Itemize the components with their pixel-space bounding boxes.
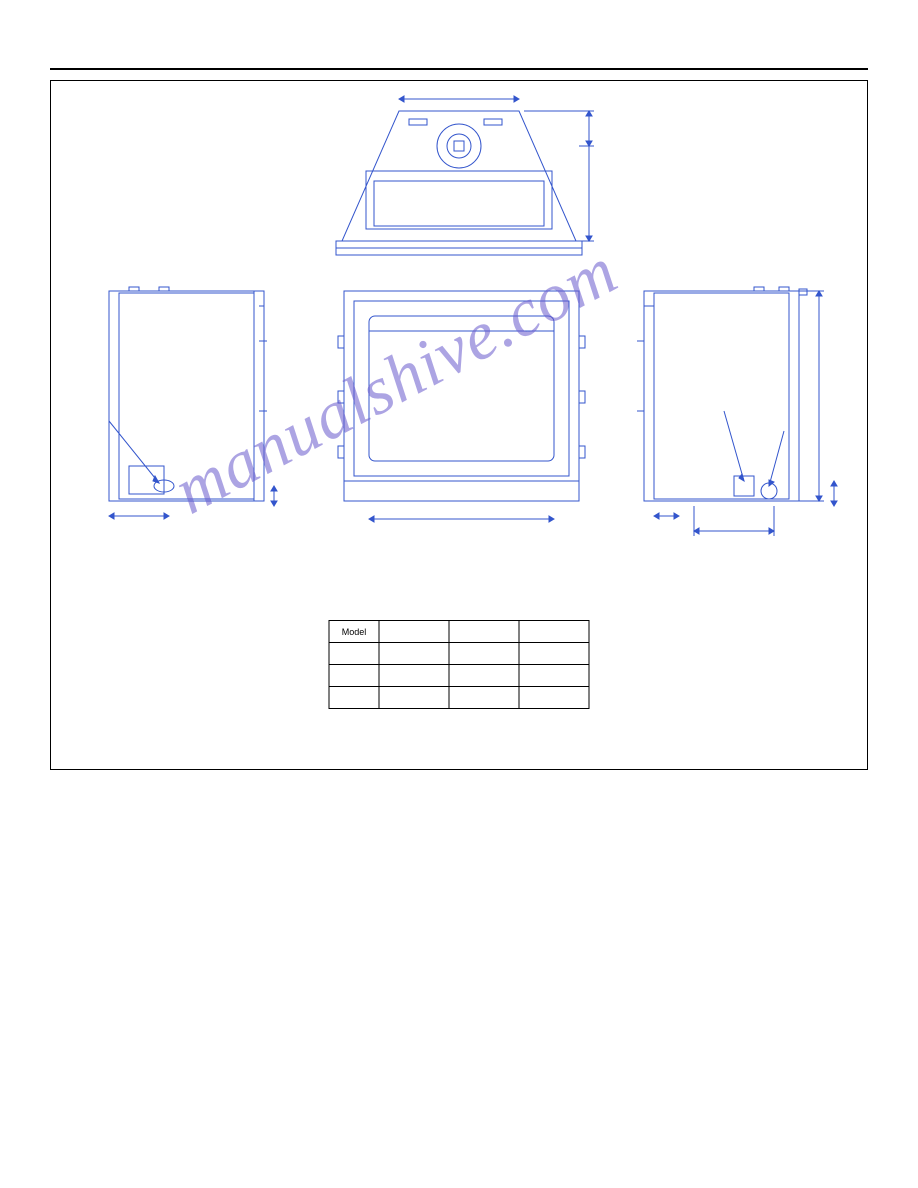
table-row xyxy=(329,687,589,709)
table-header-model: Model xyxy=(329,621,379,643)
figure-frame: Model xyxy=(50,80,868,770)
table-header-2 xyxy=(449,621,519,643)
technical-diagram xyxy=(51,91,867,581)
table-header-3 xyxy=(519,621,589,643)
dimension-table: Model xyxy=(329,620,590,709)
table-header-1 xyxy=(379,621,449,643)
table-row xyxy=(329,665,589,687)
table-row xyxy=(329,643,589,665)
header-bar xyxy=(50,30,868,70)
